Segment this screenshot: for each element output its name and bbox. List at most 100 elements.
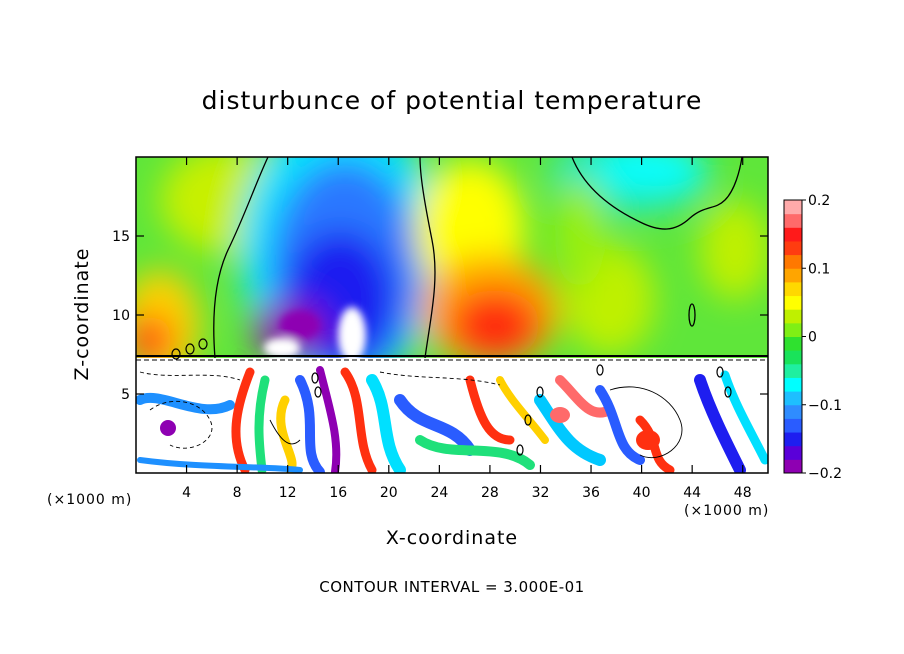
lower-core: [550, 407, 570, 423]
x-unit-label: (×1000 m): [47, 492, 133, 508]
y-tick-label: 5: [121, 387, 130, 403]
upper-field: [136, 157, 768, 390]
field-core: [264, 338, 300, 358]
x-axis-label: X-coordinate: [385, 527, 519, 549]
y-tick-label: 10: [112, 308, 130, 324]
ring: [198, 338, 208, 350]
ring: [716, 366, 724, 378]
field-core: [280, 311, 320, 339]
streak: [316, 366, 341, 473]
streak: [340, 367, 377, 473]
lower-field: [136, 358, 768, 473]
streak: [534, 394, 606, 466]
colorbar-swatch: [784, 459, 802, 474]
chart-title: disturbunce of potential temperature: [201, 86, 703, 115]
colorbar-swatch: [784, 350, 802, 365]
colorbar-swatch: [784, 295, 802, 310]
x-tick-label: 28: [481, 485, 499, 501]
interface-rings: [171, 338, 732, 456]
x-unit-label-right: (×1000 m): [684, 503, 770, 519]
x-tick-label: 12: [279, 485, 297, 501]
zero-contour-line: [213, 157, 269, 359]
x-tick-label: 20: [380, 485, 398, 501]
y-tick-label: 15: [112, 229, 130, 245]
ring: [524, 414, 532, 426]
field-blob: [136, 315, 172, 365]
y-axis-label: Z-coordinate: [71, 247, 93, 381]
x-tick-label: 36: [582, 485, 600, 501]
field-blob: [595, 157, 705, 190]
colorbar-tick-label: −0.1: [808, 398, 842, 414]
field-core: [338, 307, 366, 363]
streak: [394, 394, 476, 456]
field-blob: [450, 290, 540, 360]
contour-line: [609, 386, 683, 459]
lower-contours: [139, 371, 683, 459]
colorbar-swatch: [784, 281, 802, 297]
turbulent-streaks: [136, 366, 768, 473]
x-tick-label: 44: [683, 485, 701, 501]
colorbar-swatch: [784, 377, 802, 392]
contour-line: [149, 400, 213, 449]
streak: [595, 385, 645, 465]
x-axis: 4 8 12 16 20 24 28 32 36 40 44 48: [182, 157, 752, 501]
ring: [185, 343, 195, 355]
colorbar-swatch: [784, 322, 802, 337]
colorbar-swatch: [784, 309, 802, 324]
contour-interval-note: CONTOUR INTERVAL = 3.000E-01: [319, 578, 585, 596]
ring: [314, 386, 322, 398]
zero-contour-line: [571, 157, 743, 230]
contour-line: [379, 371, 501, 386]
streak: [555, 375, 615, 418]
x-tick-label: 8: [233, 485, 242, 501]
streak: [254, 375, 270, 473]
x-tick-label: 32: [532, 485, 550, 501]
contour-line: [139, 371, 241, 381]
interface-band: [136, 338, 768, 456]
ring: [724, 386, 732, 398]
colorbar-swatch: [784, 404, 802, 419]
zero-contour-line: [419, 157, 436, 359]
streak: [231, 367, 255, 473]
x-tick-label: 16: [329, 485, 347, 501]
field-blob: [555, 180, 605, 290]
field-blob: [700, 200, 768, 300]
ring: [516, 444, 524, 456]
ring: [596, 364, 604, 376]
streak: [415, 435, 535, 470]
lower-core: [160, 420, 176, 436]
colorbar-tick-label: 0: [808, 330, 817, 346]
streak: [635, 415, 675, 473]
colorbar-swatch: [784, 200, 802, 215]
colorbar-swatch: [784, 445, 802, 460]
colorbar-swatch: [784, 432, 802, 447]
zero-contour-line: [688, 303, 696, 327]
streak: [136, 393, 235, 415]
lower-core: [636, 430, 660, 450]
colorbar: 0.2 0.1 0 −0.1 −0.2: [783, 193, 842, 482]
lower-background: [136, 358, 768, 473]
streak: [720, 370, 768, 465]
x-tick-label: 24: [430, 485, 448, 501]
streak: [295, 375, 325, 473]
colorbar-tick-label: 0.2: [808, 193, 830, 209]
y-axis: 5 10 15: [112, 229, 768, 403]
colorbar-swatch: [784, 336, 802, 351]
ring: [536, 386, 544, 398]
contour-line: [269, 419, 301, 445]
colorbar-swatch: [784, 254, 802, 269]
colorbar-swatch: [784, 363, 802, 378]
colorbar-swatch: [784, 391, 802, 406]
ring: [311, 372, 319, 384]
streak: [465, 375, 515, 445]
streak: [496, 376, 549, 444]
colorbar-tick-label: −0.2: [808, 466, 842, 482]
colorbar-swatch: [784, 418, 802, 433]
field-cores: [264, 307, 366, 363]
streak: [366, 374, 406, 473]
x-tick-label: 40: [633, 485, 651, 501]
streak: [694, 374, 746, 473]
colorbar-tick-label: 0.1: [808, 261, 830, 277]
colorbar-swatch: [784, 268, 802, 283]
